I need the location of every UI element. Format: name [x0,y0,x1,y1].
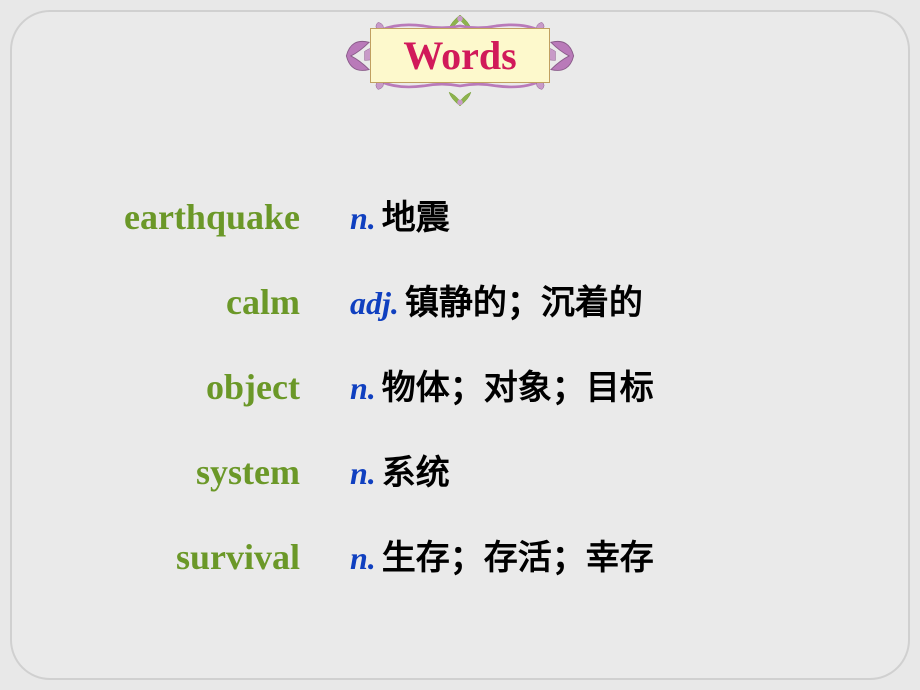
vocab-row: object n. 物体；对象；目标 [110,360,850,409]
chinese-definition: 生存；存活；幸存 [382,530,654,579]
english-word: system [110,451,350,493]
english-word: survival [110,536,350,578]
definition-cell: n. 物体；对象；目标 [350,360,850,409]
vocab-row: survival n. 生存；存活；幸存 [110,530,850,579]
part-of-speech: n. [350,455,376,492]
part-of-speech: n. [350,200,376,237]
chinese-definition: 地震 [382,190,450,239]
definition-cell: adj. 镇静的；沉着的 [350,275,850,324]
chinese-definition: 物体；对象；目标 [382,360,654,409]
slide-container: Words earthquake n. 地震 calm adj. 镇静的；沉着的… [10,10,910,680]
title-box: Words [370,28,550,83]
part-of-speech: adj. [350,285,399,322]
chinese-definition: 系统 [382,445,450,494]
vocab-row: calm adj. 镇静的；沉着的 [110,275,850,324]
english-word: earthquake [110,196,350,238]
vocabulary-list: earthquake n. 地震 calm adj. 镇静的；沉着的 objec… [110,190,850,615]
english-word: object [110,366,350,408]
title-frame: Words [330,10,590,120]
part-of-speech: n. [350,540,376,577]
vocab-row: earthquake n. 地震 [110,190,850,239]
chinese-definition: 镇静的；沉着的 [405,275,643,324]
vocab-row: system n. 系统 [110,445,850,494]
definition-cell: n. 系统 [350,445,850,494]
english-word: calm [110,281,350,323]
part-of-speech: n. [350,370,376,407]
definition-cell: n. 地震 [350,190,850,239]
definition-cell: n. 生存；存活；幸存 [350,530,850,579]
title-text: Words [403,32,516,79]
